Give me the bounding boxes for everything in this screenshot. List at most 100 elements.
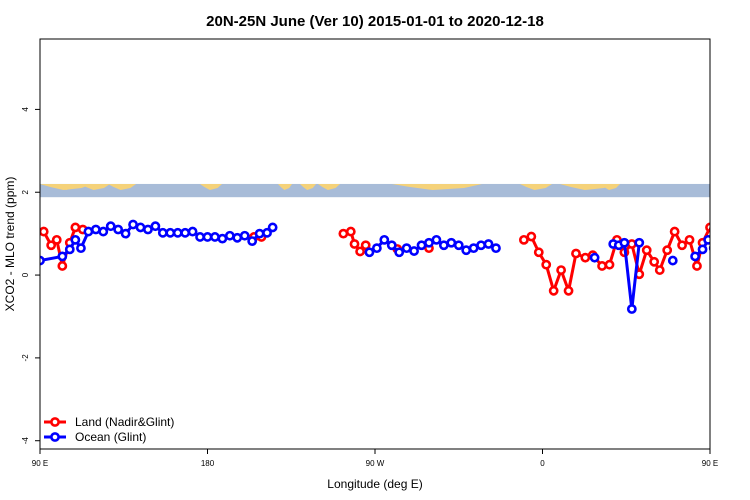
world-map-strip xyxy=(40,183,710,198)
data-point xyxy=(667,255,678,266)
data-point xyxy=(224,230,235,241)
data-point xyxy=(157,227,168,238)
data-point xyxy=(386,240,397,251)
data-point xyxy=(46,240,57,251)
data-point xyxy=(697,244,708,255)
x-tick-label: 180 xyxy=(201,459,215,468)
data-point xyxy=(526,231,537,242)
data-point xyxy=(684,234,695,245)
data-point xyxy=(446,237,457,248)
data-point xyxy=(379,234,390,245)
data-point xyxy=(409,246,419,256)
data-point xyxy=(364,247,375,258)
series-layer xyxy=(40,219,747,314)
y-tick-label: 4 xyxy=(21,107,30,112)
map-land xyxy=(392,183,482,190)
data-point xyxy=(604,259,615,270)
y-tick-label: 2 xyxy=(21,189,30,194)
data-point xyxy=(355,246,366,257)
data-point xyxy=(416,240,427,251)
data-point xyxy=(662,245,673,256)
map-land xyxy=(200,183,222,190)
data-point xyxy=(105,221,116,232)
data-point xyxy=(51,234,62,245)
data-point xyxy=(677,240,687,251)
map-land xyxy=(600,183,620,190)
data-point xyxy=(217,233,228,244)
data-point xyxy=(135,222,146,233)
data-point xyxy=(70,234,81,245)
chart-title: 20N-25N June (Ver 10) 2015-01-01 to 2020… xyxy=(206,13,544,30)
data-point xyxy=(371,243,382,254)
data-point xyxy=(491,243,501,254)
map-land xyxy=(58,183,76,190)
series-ocean xyxy=(40,219,747,314)
data-point xyxy=(394,247,405,258)
data-point xyxy=(40,226,49,237)
data-point xyxy=(626,239,637,249)
data-point xyxy=(57,251,68,262)
data-point xyxy=(64,244,75,255)
y-tick-label: 0 xyxy=(21,272,30,277)
series-land xyxy=(40,222,710,296)
data-point xyxy=(187,226,198,237)
y-tick-label: -4 xyxy=(21,437,30,445)
data-point xyxy=(180,227,191,238)
map-land xyxy=(80,183,110,190)
map-land xyxy=(278,183,292,190)
data-point xyxy=(725,226,732,233)
data-point xyxy=(120,228,131,239)
data-point xyxy=(654,265,665,275)
data-point xyxy=(98,226,109,237)
data-point xyxy=(165,227,176,238)
map-land xyxy=(318,183,340,190)
data-point xyxy=(150,221,161,232)
data-point xyxy=(76,243,86,254)
data-point xyxy=(262,227,272,238)
data-point xyxy=(732,228,739,235)
data-point xyxy=(589,252,600,263)
data-point xyxy=(239,230,250,241)
data-point xyxy=(718,228,725,235)
legend-marker xyxy=(50,417,60,427)
legend-marker xyxy=(50,432,60,442)
data-point xyxy=(90,224,101,235)
data-point xyxy=(533,247,544,258)
data-point xyxy=(597,261,607,271)
data-point xyxy=(571,248,581,259)
x-tick-label: 90 E xyxy=(32,459,48,468)
data-point xyxy=(57,261,68,271)
data-point xyxy=(634,237,645,248)
data-point xyxy=(563,285,574,296)
data-point xyxy=(345,226,356,237)
data-point xyxy=(483,239,494,249)
x-tick-label: 90 E xyxy=(702,459,718,468)
data-point xyxy=(690,251,701,262)
data-point xyxy=(254,228,265,239)
data-point xyxy=(431,234,442,245)
data-point xyxy=(740,223,747,230)
data-point xyxy=(202,232,213,242)
data-point xyxy=(172,227,183,238)
x-tick-label: 0 xyxy=(540,459,545,468)
map-land xyxy=(520,183,552,190)
data-point xyxy=(83,226,94,237)
y-tick-label: -2 xyxy=(21,354,30,362)
data-point xyxy=(128,219,138,230)
data-point xyxy=(113,224,124,235)
legend-label: Ocean (Glint) xyxy=(75,430,146,444)
y-axis-label: XCO2 - MLO trend (ppm) xyxy=(3,177,17,312)
data-point xyxy=(641,245,652,256)
data-point xyxy=(468,243,479,254)
data-point xyxy=(518,234,529,245)
data-point xyxy=(476,240,486,251)
data-point xyxy=(232,232,243,243)
data-point xyxy=(70,222,81,233)
data-point xyxy=(349,239,360,249)
legend: Land (Nadir&Glint)Ocean (Glint) xyxy=(44,415,174,444)
data-point xyxy=(461,245,472,256)
data-point xyxy=(210,232,220,242)
data-point xyxy=(541,259,552,270)
